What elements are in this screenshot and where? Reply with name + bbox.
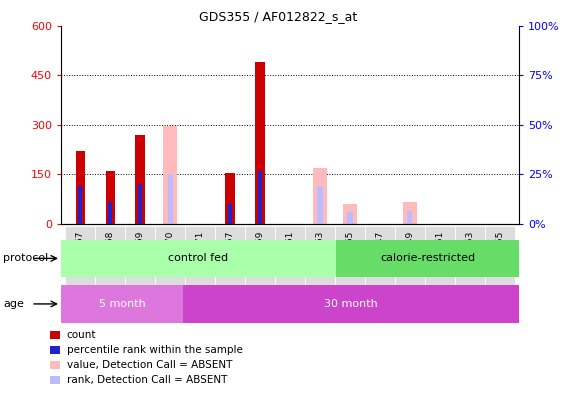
Text: GSM7455: GSM7455 — [495, 230, 504, 274]
Bar — [75, 151, 85, 224]
Bar — [403, 202, 417, 224]
FancyBboxPatch shape — [61, 240, 336, 277]
Bar — [136, 135, 145, 224]
FancyBboxPatch shape — [365, 226, 395, 317]
Bar — [163, 126, 177, 224]
Text: GSM7463: GSM7463 — [316, 230, 324, 274]
Bar — [258, 171, 262, 224]
FancyBboxPatch shape — [183, 285, 519, 323]
FancyBboxPatch shape — [185, 226, 215, 317]
FancyBboxPatch shape — [155, 226, 185, 317]
Text: GSM7453: GSM7453 — [465, 230, 474, 274]
Bar — [78, 186, 82, 224]
Bar — [313, 168, 327, 224]
Text: value, Detection Call = ABSENT: value, Detection Call = ABSENT — [67, 360, 232, 370]
Text: 30 month: 30 month — [324, 299, 378, 309]
FancyBboxPatch shape — [425, 226, 455, 317]
Bar — [225, 173, 235, 224]
FancyBboxPatch shape — [275, 226, 305, 317]
FancyBboxPatch shape — [245, 226, 275, 317]
Text: control fed: control fed — [168, 253, 229, 263]
Text: GSM7447: GSM7447 — [375, 230, 385, 274]
Bar — [106, 171, 115, 224]
Text: GSM7465: GSM7465 — [346, 230, 354, 274]
Bar — [347, 212, 353, 224]
Text: count: count — [67, 329, 96, 340]
Bar — [108, 202, 113, 224]
Bar — [407, 211, 412, 224]
FancyBboxPatch shape — [125, 226, 155, 317]
Text: rank, Detection Call = ABSENT: rank, Detection Call = ABSENT — [67, 375, 227, 385]
Text: age: age — [3, 299, 24, 309]
FancyBboxPatch shape — [66, 226, 95, 317]
Text: GSM7469: GSM7469 — [136, 230, 145, 274]
Text: percentile rank within the sample: percentile rank within the sample — [67, 345, 242, 355]
Text: GSM7457: GSM7457 — [226, 230, 234, 274]
Text: GSM7449: GSM7449 — [405, 230, 414, 274]
Bar — [343, 204, 357, 224]
Text: 5 month: 5 month — [99, 299, 146, 309]
Text: protocol: protocol — [3, 253, 48, 263]
Text: GSM7467: GSM7467 — [76, 230, 85, 274]
Text: GSM7468: GSM7468 — [106, 230, 115, 274]
Bar — [255, 62, 265, 224]
FancyBboxPatch shape — [61, 285, 183, 323]
Bar — [317, 186, 322, 224]
FancyBboxPatch shape — [485, 226, 514, 317]
Bar — [228, 204, 232, 224]
FancyBboxPatch shape — [336, 240, 519, 277]
Text: GSM7471: GSM7471 — [195, 230, 205, 274]
FancyBboxPatch shape — [335, 226, 365, 317]
Text: GSM7470: GSM7470 — [166, 230, 175, 274]
FancyBboxPatch shape — [305, 226, 335, 317]
Text: GSM7459: GSM7459 — [256, 230, 264, 274]
FancyBboxPatch shape — [395, 226, 425, 317]
FancyBboxPatch shape — [455, 226, 485, 317]
Bar — [168, 174, 173, 224]
FancyBboxPatch shape — [215, 226, 245, 317]
Text: calorie-restricted: calorie-restricted — [380, 253, 475, 263]
Bar — [139, 184, 142, 224]
Text: GDS355 / AF012822_s_at: GDS355 / AF012822_s_at — [200, 10, 357, 23]
Text: GSM7451: GSM7451 — [435, 230, 444, 274]
Text: GSM7461: GSM7461 — [285, 230, 295, 274]
FancyBboxPatch shape — [95, 226, 125, 317]
